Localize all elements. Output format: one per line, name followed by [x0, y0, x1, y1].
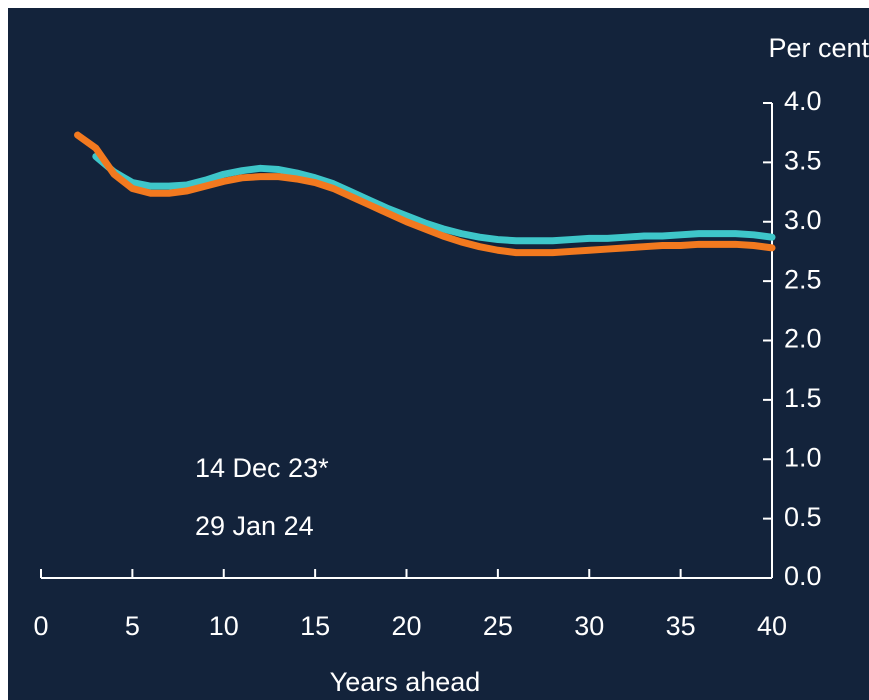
x-tick-label: 0 — [33, 611, 48, 641]
chart-background — [8, 8, 869, 700]
y-tick-label: 3.5 — [784, 146, 822, 176]
y-tick-label: 2.5 — [784, 264, 822, 294]
x-tick-label: 10 — [209, 611, 239, 641]
y-tick-label: 3.0 — [784, 205, 822, 235]
x-tick-label: 40 — [757, 611, 787, 641]
y-axis-label: Per cent — [768, 33, 869, 63]
x-tick-label: 30 — [574, 611, 604, 641]
series-line — [74, 131, 776, 257]
series-line — [92, 152, 776, 245]
x-tick-label: 25 — [483, 611, 513, 641]
y-tick-label: 0.5 — [784, 502, 822, 532]
legend-label: 14 Dec 23* — [195, 453, 329, 483]
y-tick-label: 0.0 — [784, 561, 822, 591]
x-tick-label: 35 — [666, 611, 696, 641]
x-tick-label: 15 — [300, 611, 330, 641]
x-tick-label: 20 — [391, 611, 421, 641]
x-tick-label: 5 — [125, 611, 140, 641]
legend-label: 29 Jan 24 — [195, 511, 314, 541]
y-tick-label: 2.0 — [784, 324, 822, 354]
x-axis-label: Years ahead — [330, 667, 481, 697]
y-tick-label: 4.0 — [784, 86, 822, 116]
y-tick-label: 1.0 — [784, 442, 822, 472]
y-tick-label: 1.5 — [784, 383, 822, 413]
